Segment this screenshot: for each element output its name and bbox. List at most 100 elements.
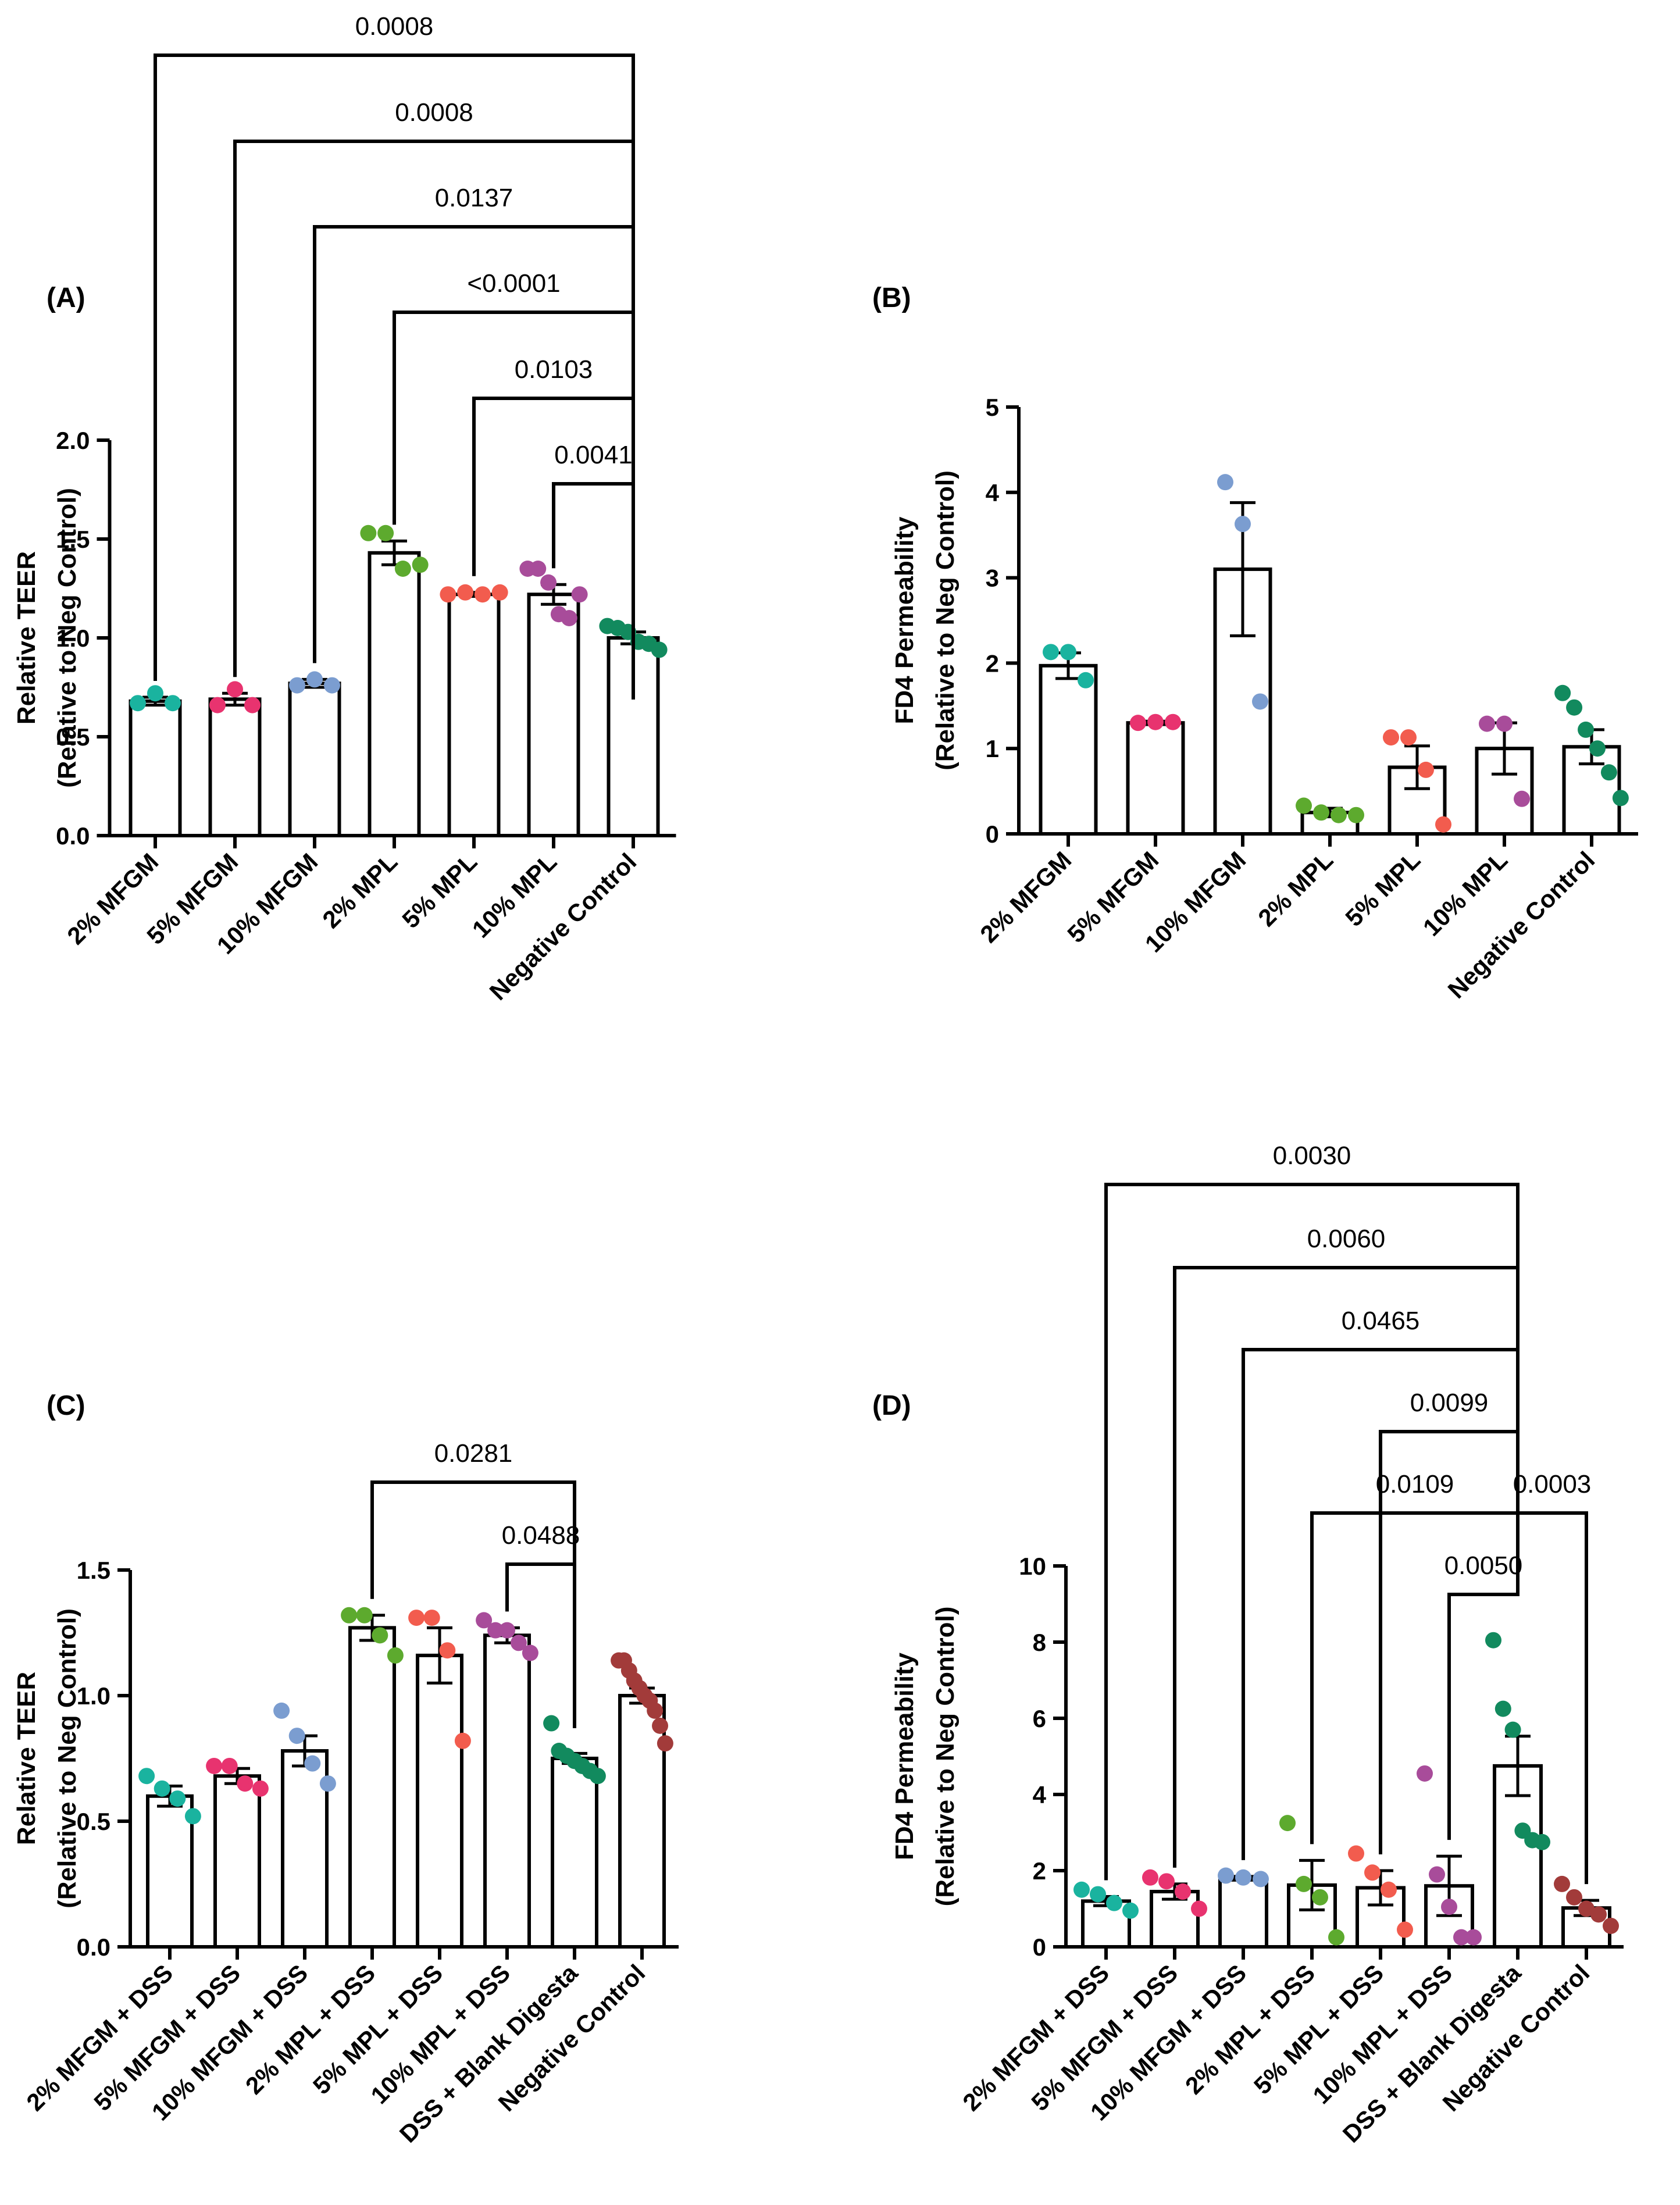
data-point xyxy=(412,556,429,573)
data-point xyxy=(1147,713,1164,730)
p-value-label: 0.0030 xyxy=(1273,1141,1351,1170)
data-point xyxy=(1383,729,1399,746)
p-value-label: 0.0008 xyxy=(355,12,434,41)
data-point xyxy=(1296,797,1312,814)
y-tick-label: 0.0 xyxy=(56,822,90,850)
y-axis-label: FD4 Permeability (Relative to Neg Control… xyxy=(890,1607,960,1907)
data-point xyxy=(1175,1883,1191,1900)
data-point xyxy=(1381,1881,1397,1898)
data-point xyxy=(1589,740,1606,757)
data-point xyxy=(439,1642,456,1659)
significance-bracket xyxy=(370,1480,576,1728)
y-tick-label: 0.5 xyxy=(77,1808,110,1835)
data-point xyxy=(1603,1917,1619,1934)
y-axis-label-line: (Relative to Neg Control) xyxy=(931,470,960,770)
y-tick-label: 3 xyxy=(986,565,999,592)
data-point xyxy=(1441,1899,1457,1915)
data-point xyxy=(1235,516,1251,533)
p-value-label: 0.0109 xyxy=(1376,1470,1454,1498)
data-point xyxy=(304,1755,321,1772)
y-tick-label: 1.0 xyxy=(56,625,90,652)
data-point xyxy=(1612,790,1629,807)
bar xyxy=(368,551,421,837)
p-value-label: 0.0137 xyxy=(435,184,513,212)
p-value-label: 0.0008 xyxy=(395,98,473,127)
data-point xyxy=(1218,1867,1234,1884)
data-point xyxy=(1279,1815,1296,1832)
data-point xyxy=(652,1717,669,1734)
data-point xyxy=(1217,474,1233,491)
y-tick-label: 2.0 xyxy=(56,427,90,454)
data-point xyxy=(184,1808,201,1825)
data-point xyxy=(1165,713,1181,730)
data-point xyxy=(1073,1881,1090,1898)
data-point xyxy=(360,525,377,541)
data-point xyxy=(273,1702,290,1719)
x-tick-label: 5% MPL xyxy=(1340,846,1425,932)
y-tick-label: 0 xyxy=(986,820,999,848)
y-tick-label: 10 xyxy=(1019,1553,1046,1580)
data-point xyxy=(252,1780,269,1797)
data-point xyxy=(1331,807,1347,823)
p-value-label: 0.0060 xyxy=(1307,1225,1386,1253)
data-point xyxy=(237,1775,254,1792)
data-point xyxy=(1252,693,1268,710)
data-point xyxy=(491,584,508,601)
bar xyxy=(618,1694,666,1949)
bar xyxy=(527,593,580,837)
p-value-label: 0.0099 xyxy=(1410,1389,1489,1417)
bar xyxy=(129,699,182,838)
significance-bracket xyxy=(1447,1521,1520,1840)
data-point xyxy=(1534,1833,1550,1850)
data-point xyxy=(1313,804,1329,821)
y-tick-label: 1.5 xyxy=(77,1557,110,1584)
data-point xyxy=(540,574,557,591)
data-point xyxy=(227,681,243,698)
data-point xyxy=(1348,1845,1364,1862)
y-tick-label: 8 xyxy=(1033,1629,1046,1656)
chart-panel-4: (D) FD4 Permeability (Relative to Neg Cont… xyxy=(872,1141,1624,2148)
x-tick-label: 10% MPL xyxy=(1418,846,1513,941)
data-point xyxy=(1496,715,1513,732)
y-axis-label-line: Relative TEER xyxy=(12,551,41,725)
data-point xyxy=(221,1757,238,1774)
significance-bracket xyxy=(505,1562,576,1728)
data-point xyxy=(1364,1864,1381,1881)
data-point xyxy=(289,677,305,694)
p-value-label: 0.0041 xyxy=(554,441,633,469)
data-point xyxy=(1158,1873,1175,1890)
y-tick-label: 2 xyxy=(986,650,999,677)
data-point xyxy=(589,1768,606,1785)
bar xyxy=(213,1774,261,1949)
data-point xyxy=(165,695,181,712)
data-point xyxy=(1043,644,1059,661)
data-point xyxy=(476,1612,493,1629)
bar xyxy=(1126,721,1185,836)
bar xyxy=(447,593,501,837)
data-point xyxy=(474,586,491,603)
x-tick-label: 2% MPL xyxy=(1253,846,1338,932)
p-value-label: 0.0103 xyxy=(515,355,593,384)
data-point xyxy=(561,610,577,626)
chart-panel-2: (B) FD4 Permeability (Relative to Neg Cont… xyxy=(872,283,1638,1004)
y-axis-label-line: (Relative to Neg Control) xyxy=(53,488,81,788)
y-axis-label-line: Relative TEER xyxy=(12,1672,41,1845)
data-point xyxy=(1566,1889,1582,1906)
data-point xyxy=(1494,1700,1511,1717)
y-tick-label: 0.5 xyxy=(56,723,90,751)
data-point xyxy=(1078,672,1094,688)
data-point xyxy=(1453,1929,1469,1946)
data-point xyxy=(394,561,411,577)
significance-bracket xyxy=(1516,1511,1588,1885)
y-tick-label: 4 xyxy=(986,479,1000,506)
bar xyxy=(1218,1876,1268,1949)
data-point xyxy=(408,1610,425,1626)
data-point xyxy=(1397,1921,1413,1938)
y-tick-label: 6 xyxy=(1033,1705,1046,1732)
significance-bracket xyxy=(552,482,635,700)
y-axis-label-line: (Relative to Neg Control) xyxy=(53,1608,81,1908)
data-point xyxy=(1514,790,1530,807)
data-point xyxy=(657,1735,673,1752)
data-point xyxy=(510,1635,527,1651)
panel-label: (D) xyxy=(872,1390,911,1421)
